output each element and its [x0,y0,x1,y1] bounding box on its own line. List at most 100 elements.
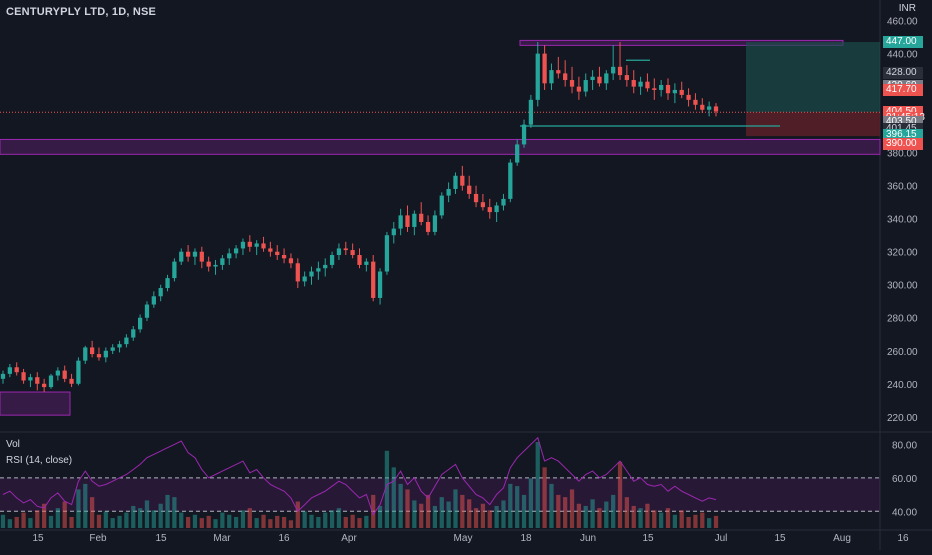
volume-bar [83,483,88,528]
volume-bar [473,508,479,528]
candle-body [83,347,88,361]
volume-bar [364,515,369,528]
volume-bar [460,494,465,528]
volume-bar [131,505,136,528]
candle-body [357,255,362,265]
candle-body [460,175,465,186]
rsi-tick-label: 60.00 [892,474,917,485]
x-tick-label: 16 [278,533,290,544]
volume-bar [590,499,595,528]
candle-body [151,296,156,305]
candle-body [487,207,492,213]
candle-body [521,124,527,145]
volume-bar [192,514,198,528]
y-tick-label: 260.00 [887,347,918,358]
candle-body [377,271,383,298]
volume-bar [103,511,108,528]
candle-body [144,304,150,318]
candle-body [700,104,705,110]
volume-bar [617,461,623,528]
volume-bar [515,486,520,528]
candle-body [179,251,184,262]
candle-body [624,75,630,81]
volume-bar [528,478,534,528]
volume-bar [0,514,6,528]
volume-bar [158,503,163,528]
y-tick-label: 240.00 [887,380,918,391]
y-tick-label: 340.00 [887,215,918,226]
volume-bar [583,505,588,528]
y-tick-label: 380.00 [887,149,918,160]
volume-bar [62,501,67,528]
volume-bar [110,518,115,528]
candle-body [528,99,534,125]
volume-bar [693,514,698,528]
volume-bar [446,501,451,528]
volume-bar [405,489,410,528]
volume-bar [213,519,218,528]
volume-bar [55,508,60,528]
volume-bar [117,515,122,528]
candle-body [192,251,198,257]
volume-bar [679,510,684,528]
volume-bar [480,503,486,528]
candle-body [323,264,328,269]
volume-bar [199,518,204,528]
volume-bar [357,518,362,528]
volume-bar [350,514,355,528]
candle-body [563,73,568,81]
volume-bar [391,467,396,528]
volume-bar [556,494,561,528]
volume-bar [713,515,719,528]
candle-body [508,162,513,199]
volume-bar [412,500,417,528]
volume-bar [247,508,252,528]
price-tag: 428.00 [883,67,923,80]
volume-bar [14,516,19,528]
symbol-title: CENTURYPLY LTD, 1D, NSE [6,6,157,18]
volume-bar [631,505,636,528]
volume-bar [624,497,630,528]
candle-body [535,53,540,100]
volume-bar [419,503,424,528]
candle-body [391,228,396,236]
volume-bar [398,483,403,528]
x-tick-label: 15 [32,533,44,544]
volume-bar [185,516,191,528]
candle-body [707,106,712,110]
volume-bar [659,512,664,528]
y-tick-label: 300.00 [887,281,918,292]
x-tick-label: Aug [833,533,851,544]
candle-body [713,106,719,112]
candle-body [165,278,170,289]
volume-bar [645,503,650,528]
candle-body [131,329,136,338]
candle-body [288,258,294,264]
candle-body [158,288,163,297]
volume-bar [707,518,712,528]
candle-body [42,383,47,388]
volume-bar [42,503,47,528]
candle-body [556,70,561,74]
candle-body [336,248,342,256]
volume-bar [467,499,472,528]
candle-body [453,175,458,189]
volume-bar [233,516,239,528]
volume-bar [220,512,225,528]
candle-body [473,193,479,203]
volume-bar [384,450,390,528]
volume-bar [227,514,232,528]
x-tick-label: 15 [774,533,786,544]
volume-bar [323,512,328,528]
volume-bar [336,508,342,528]
volume-bar [700,512,705,528]
candle-body [446,188,451,196]
candle-body [576,86,582,92]
y-tick-label: 440.00 [887,50,918,61]
x-tick-label: 15 [642,533,654,544]
volume-bar [665,508,671,528]
candle-body [590,76,595,81]
candle-body [89,347,95,355]
